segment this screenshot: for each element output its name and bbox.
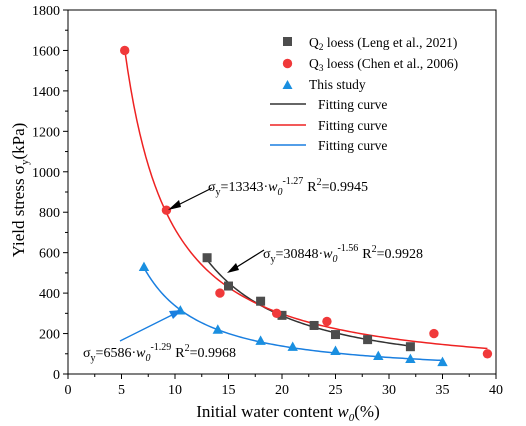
point-triangle [437,356,448,367]
point-circle [271,308,282,319]
legend-label-fit-black: Fitting curve [318,97,387,112]
point-square [277,310,287,320]
point-square [363,335,373,345]
legend-label-fit-red: Fitting curve [318,118,387,133]
point-triangle [138,261,150,272]
point-triangle [255,335,266,345]
legend-label-fit-blue: Fitting curve [318,138,387,153]
point-square [309,320,319,330]
arrow-blue [119,312,177,342]
x-tick-label: 25 [329,383,343,398]
point-square [202,253,212,263]
legend-item-fit-red: Fitting curve [270,118,387,133]
point-triangle [373,350,384,360]
annotation-text-black: σy=30848·w0-1.56 R2=0.9928 [263,243,423,265]
x-tick-label: 30 [382,383,396,398]
ticks: 0 5 10 15 20 25 30 35 40020040060080010001200140… [32,4,503,398]
arrow-red-head [168,200,181,210]
point-triangle [405,353,416,364]
point-circle [482,349,493,359]
point-triangle [330,345,341,355]
legend-label-q3: Q3 loess (Chen et al., 2006) [309,56,458,74]
arrow-blue-head [169,310,182,319]
y-tick-label: 1000 [32,166,60,181]
legend-item-this-study: This study [282,77,366,92]
annotation-arrows [119,187,265,342]
point-circle [161,205,172,215]
y-tick-label: 1600 [32,44,60,59]
x-tick-label: 20 [275,383,289,398]
annotation-red-fit: σy=13343·w0-1.27 R2=0.9945 [208,176,368,198]
y-tick-label: 200 [39,328,60,343]
point-circle [429,328,439,339]
x-tick-label: 35 [436,383,450,398]
y-axis-label: Yield stress σy(kPa) [9,123,31,258]
point-triangle [212,324,223,334]
legend-square-marker [283,37,292,46]
point-square [331,330,340,340]
legend-circle-marker [282,58,293,69]
y-tick-label: 1400 [32,85,60,100]
y-tick-label: 400 [39,287,60,302]
legend-label-q2: Q2 loess (Leng et al., 2021) [309,35,457,53]
x-tick-label: 0 [65,383,72,398]
point-square [405,342,415,352]
x-tick-label: 10 [168,383,182,398]
legend-label-this-study: This study [309,77,366,92]
data-points [120,45,493,367]
y-tick-label: 1200 [32,125,60,140]
annotation-blue-fit: σy=6586·w0-1.29 R2=0.9968 [83,342,236,364]
x-axis-label: Initial water content w0(%) [196,402,379,424]
annotation-text-blue: σy=6586·w0-1.29 R2=0.9968 [83,342,236,364]
point-square [256,296,266,306]
point-square [224,281,233,291]
x-tick-label: 5 [118,383,125,398]
legend: Q2 loess (Leng et al., 2021) Q3 loess (C… [270,35,458,153]
y-tick-label: 600 [39,247,60,262]
x-tick-label: 40 [489,383,503,398]
arrow-black-head [227,263,239,273]
y-tick-label: 0 [53,368,60,383]
legend-item-fit-black: Fitting curve [270,97,387,112]
legend-item-q3: Q3 loess (Chen et al., 2006) [282,56,458,74]
annotation-text-red: σy=13343·w0-1.27 R2=0.9945 [208,176,368,198]
point-circle [120,45,130,56]
point-circle [322,316,332,327]
legend-item-fit-blue: Fitting curve [270,138,387,153]
point-circle [215,288,225,298]
y-tick-label: 1800 [32,4,60,19]
legend-triangle-marker [282,80,293,89]
legend-item-q2: Q2 loess (Leng et al., 2021) [283,35,457,53]
fit-curve-1 [206,259,411,347]
x-tick-label: 15 [222,383,236,398]
annotation-black-fit: σy=30848·w0-1.56 R2=0.9928 [263,243,423,265]
y-tick-label: 800 [39,206,60,221]
point-triangle [287,341,298,351]
fit-curve-2 [123,49,488,350]
